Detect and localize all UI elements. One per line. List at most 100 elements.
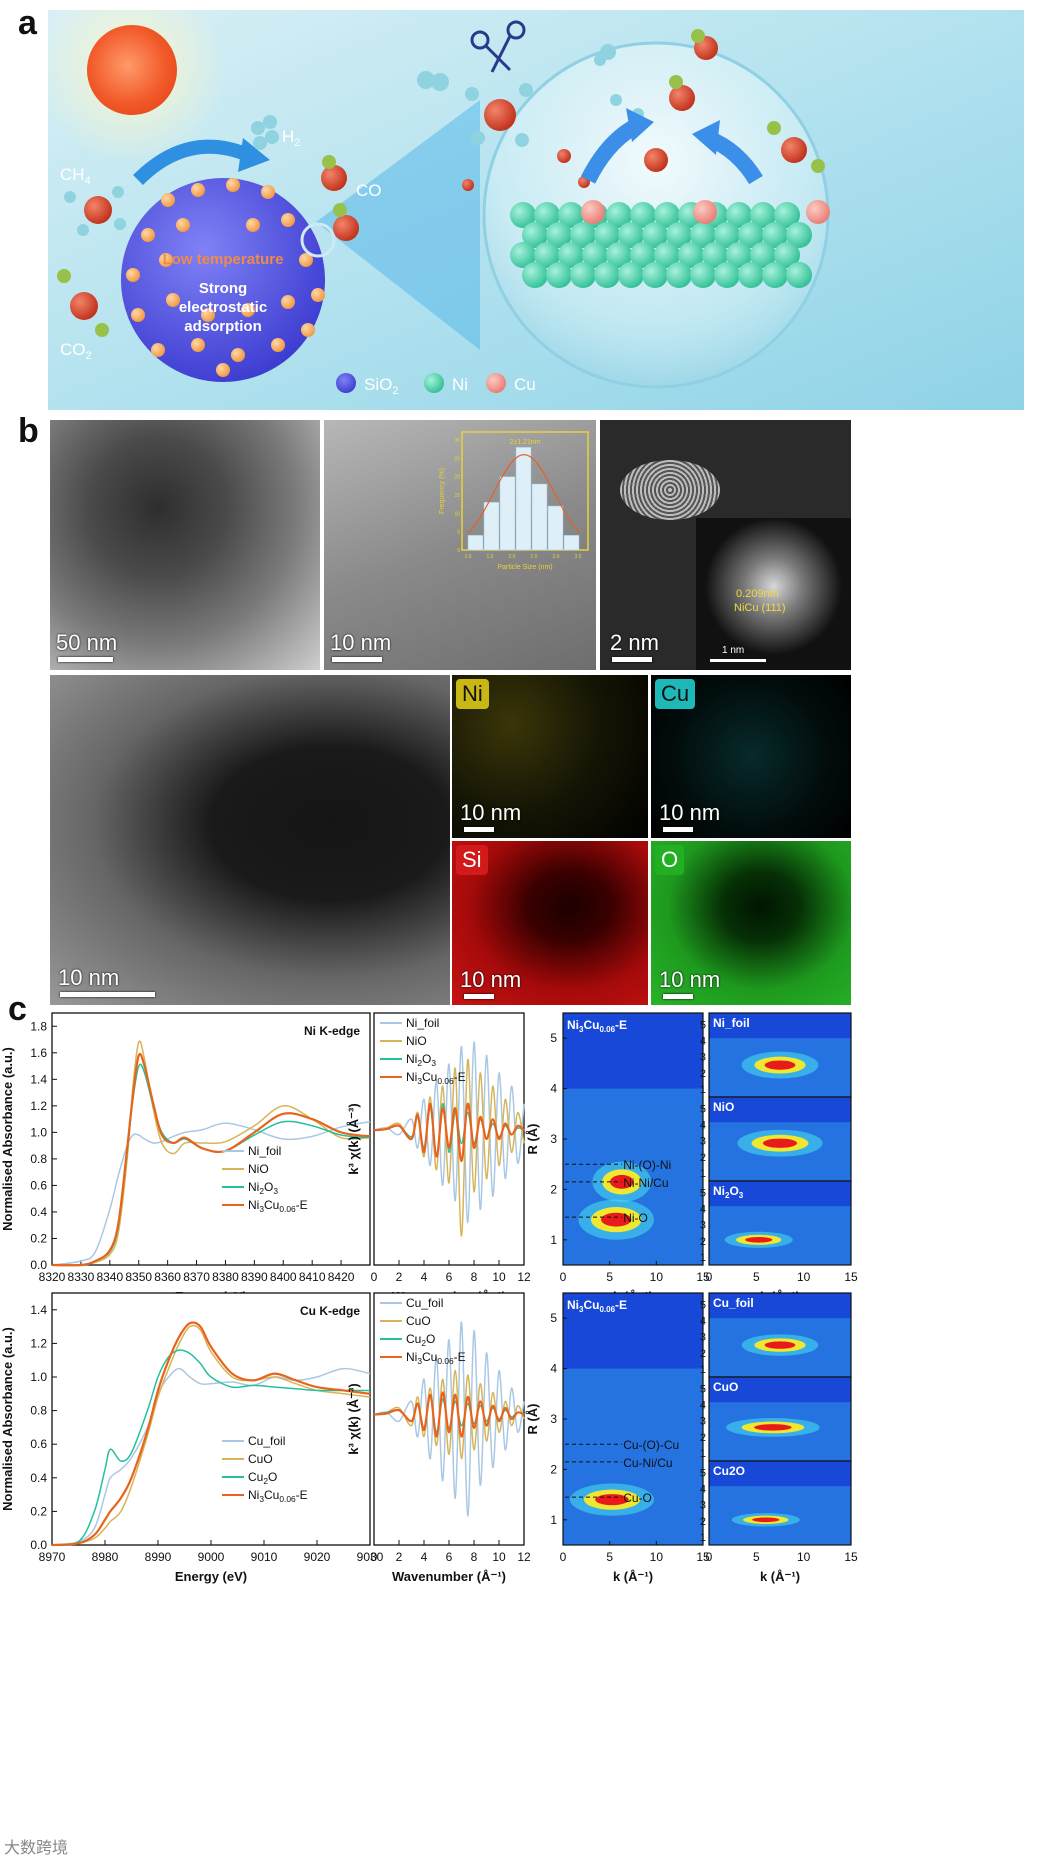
wt-ref-ytick: 1 [700, 1448, 706, 1460]
wt-ref-ytick: 5 [700, 1383, 706, 1395]
support-particle [301, 323, 315, 337]
x-tick-label: 8990 [145, 1550, 172, 1564]
tem2-scale-label: 10 nm [330, 630, 392, 655]
ni-atom [522, 262, 548, 288]
wt-main-label: Ni3Cu0.06-E [567, 1018, 627, 1034]
x-tick-label: 8370 [183, 1270, 210, 1284]
wt-ref-ytick: 2 [700, 1236, 706, 1248]
x-tick-label: 6 [446, 1270, 453, 1284]
wt-ref-ytick: 3 [700, 1052, 706, 1064]
y-tick-label: 1.0 [30, 1125, 47, 1139]
wt-core [762, 1138, 798, 1148]
y-tick-label: 1.6 [30, 1046, 47, 1060]
x-axis-label: Energy (eV) [175, 1569, 247, 1584]
hist-xtick: 3.5 [575, 554, 582, 560]
hist-ytick: 20 [454, 475, 460, 481]
ni-atom [774, 202, 800, 228]
eds-map-si: Si 10 nm [452, 841, 648, 1005]
eds-cu-label: Cu [655, 679, 696, 709]
x-tick-label: 0 [371, 1550, 378, 1564]
wt-ref-ytick: 1 [700, 1168, 706, 1180]
legend-sio2: SiO2 [364, 375, 398, 397]
wt-main-label: Ni3Cu0.06-E [567, 1298, 627, 1314]
tem-image-50nm: 50 nm [50, 420, 320, 670]
x-tick-label: 8970 [39, 1550, 66, 1564]
x-axis-label: Wavenumber (Å⁻¹) [392, 1569, 506, 1584]
ni-atom [534, 202, 560, 228]
wt-ytick-label: 3 [550, 1412, 557, 1426]
support-particle [216, 363, 230, 377]
panel-label-b: b [18, 412, 39, 450]
series-line-ni3cu0-06-e [373, 1102, 525, 1163]
legend-label: Cu2O [406, 1332, 435, 1348]
wt-ref-ytick: 2 [700, 1516, 706, 1528]
x-tick-label: 10 [492, 1550, 506, 1564]
ni-atom [642, 262, 668, 288]
wt-ref-ytick: 5 [700, 1187, 706, 1199]
hist-ytick: 25 [454, 456, 460, 462]
wt-annotation: Ni-(O)-Ni [623, 1158, 671, 1172]
wt-ref-ytick: 4 [700, 1203, 706, 1215]
y-tick-label: 0.4 [30, 1205, 47, 1219]
wt-ytick-label: 1 [550, 1513, 557, 1527]
legend-label: NiO [248, 1162, 269, 1176]
legend-label: Cu_foil [248, 1434, 285, 1448]
low-temp-label: Low temperature [163, 251, 284, 268]
y-tick-label: 0.4 [30, 1471, 47, 1485]
wt-glow [563, 1368, 703, 1545]
support-particle [311, 288, 325, 302]
wt-ref-map [708, 1096, 852, 1182]
nanoparticle [620, 460, 720, 520]
legend-ni: Ni [452, 375, 468, 394]
hist-bar [467, 535, 484, 551]
wt-ref-ytick: 5 [700, 1019, 706, 1031]
wt-main-map [562, 1292, 704, 1546]
x-tick-label: 9000 [198, 1550, 225, 1564]
wt-ref-label: Cu2O [713, 1464, 745, 1478]
tem1-scale-label: 50 nm [56, 630, 118, 655]
legend-label: NiO [406, 1034, 427, 1048]
hist-ylabel: Frequency (%) [439, 468, 446, 514]
wt-ytick-label: 3 [550, 1132, 557, 1146]
y-tick-label: 1.2 [30, 1336, 47, 1350]
wt-ref-ytick: 2 [700, 1432, 706, 1444]
series-line-cu2o [51, 1349, 370, 1546]
plot-frame [51, 1012, 371, 1266]
wt-core [764, 1060, 796, 1070]
panel-label-a: a [18, 4, 37, 42]
support-particle [241, 303, 255, 317]
wt-xtick-label: 0 [560, 1550, 567, 1564]
series-line-nio [51, 1040, 371, 1266]
cu-atom [806, 200, 830, 224]
hist-bar [531, 483, 548, 551]
inset-plane: NiCu (111) [734, 602, 786, 614]
tem2-scale-bar [332, 657, 382, 662]
support-particle [159, 253, 173, 267]
eds-si-label: Si [456, 845, 488, 875]
legend-label: CuO [406, 1314, 431, 1328]
hist-bar [483, 502, 500, 551]
eds-o-scale: 10 nm [659, 967, 721, 992]
series-line-cuo [51, 1324, 371, 1546]
wt-ref-ytick: 1 [700, 1084, 706, 1096]
ni-atom [546, 222, 572, 248]
support-particle [201, 308, 215, 322]
wt-xlabel: k (Å⁻¹) [613, 1569, 653, 1584]
wt-ref-ytick: 1 [700, 1252, 706, 1264]
wt-ref-map [708, 1460, 852, 1546]
ni-atom [726, 242, 752, 268]
ni-atom [570, 262, 596, 288]
chart-title: Ni K-edge [304, 1024, 360, 1038]
wt-ref-ytick: 2 [700, 1068, 706, 1080]
legend-label: Ni2O3 [406, 1052, 436, 1068]
x-tick-label: 9010 [251, 1550, 278, 1564]
wt-ref-ytick: 3 [700, 1416, 706, 1428]
x-tick-label: 12 [517, 1550, 531, 1564]
cu-exafs-chart: 0 2 4 6 8 10 12 Wavenumber (Å⁻¹) k³ χ(k) (Å⁻³) Cu… [346, 1292, 531, 1584]
x-tick-label: 8330 [68, 1270, 95, 1284]
sphere-text-1: Strong [199, 280, 247, 297]
hist-bar [515, 447, 532, 551]
y-axis-label: Normalised Absorbance (a.u.) [0, 1327, 15, 1511]
wt-ylabel: R (Å) [525, 1403, 540, 1434]
wt-ref-ytick: 3 [700, 1220, 706, 1232]
